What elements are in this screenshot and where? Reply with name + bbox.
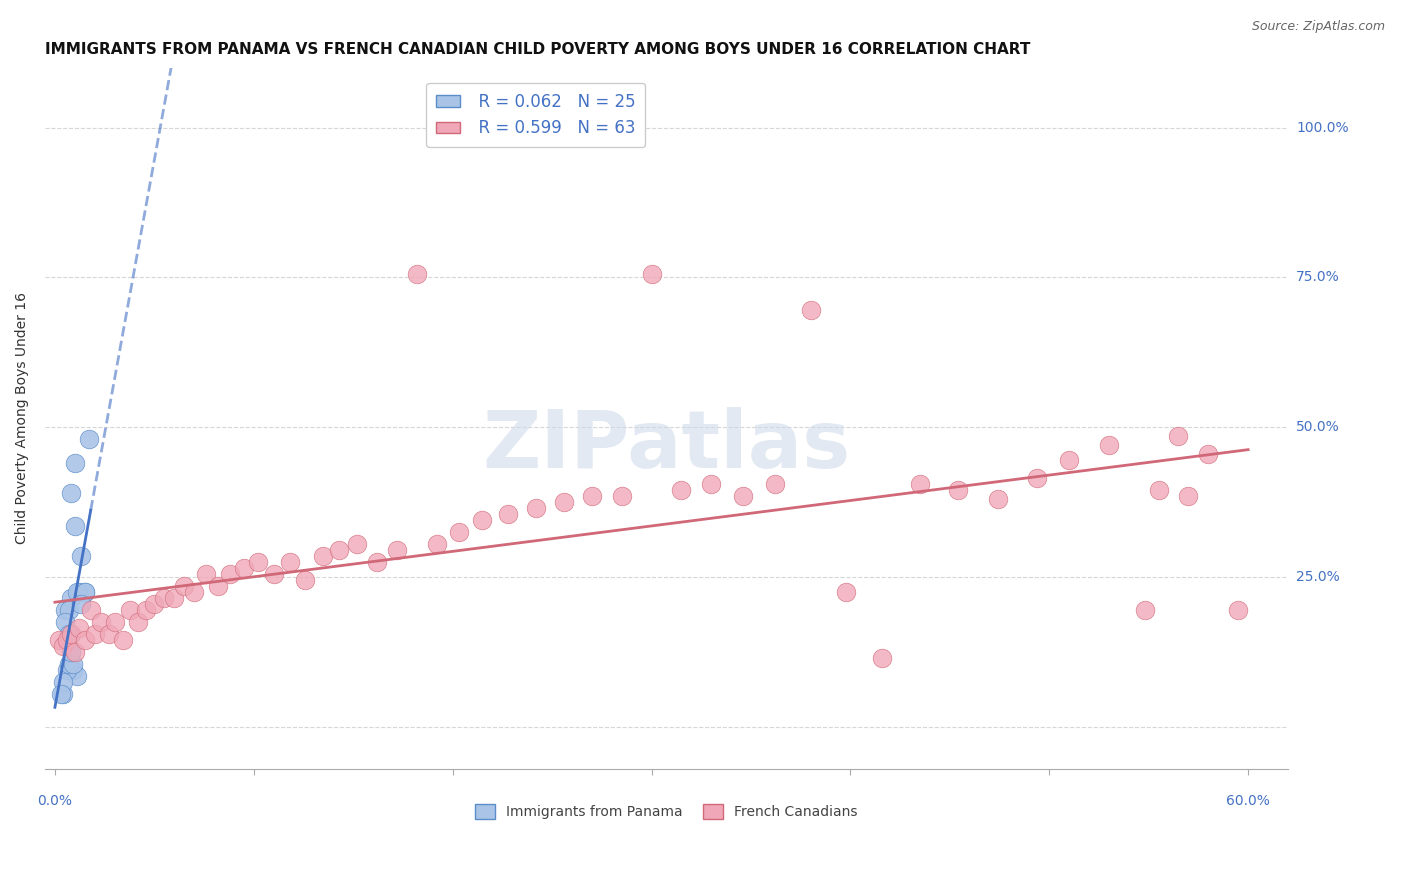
Point xyxy=(73,585,96,599)
Point xyxy=(73,632,96,647)
Text: 50.0%: 50.0% xyxy=(1296,420,1340,434)
Point xyxy=(173,579,195,593)
Point xyxy=(67,585,90,599)
Point xyxy=(120,603,142,617)
Point xyxy=(870,650,893,665)
Text: ZIPatlas: ZIPatlas xyxy=(482,407,851,485)
Point xyxy=(69,597,91,611)
Point xyxy=(73,585,96,599)
Point xyxy=(63,645,86,659)
Y-axis label: Child Poverty Among Boys Under 16: Child Poverty Among Boys Under 16 xyxy=(15,292,30,544)
Point xyxy=(426,537,449,551)
Point xyxy=(63,456,86,470)
Point xyxy=(524,501,547,516)
Point xyxy=(135,603,157,617)
Point xyxy=(67,621,90,635)
Point xyxy=(103,615,125,629)
Point xyxy=(66,669,89,683)
Point xyxy=(80,603,103,617)
Point xyxy=(90,615,112,629)
Point xyxy=(232,561,254,575)
Point xyxy=(183,585,205,599)
Point xyxy=(986,491,1008,506)
Point xyxy=(328,543,350,558)
Text: 75.0%: 75.0% xyxy=(1296,270,1340,285)
Point xyxy=(581,489,603,503)
Point xyxy=(52,687,75,701)
Point xyxy=(385,543,408,558)
Point xyxy=(163,591,186,605)
Point xyxy=(127,615,149,629)
Point xyxy=(97,627,120,641)
Point xyxy=(58,627,80,641)
Point xyxy=(278,555,301,569)
Point xyxy=(835,585,858,599)
Point xyxy=(56,663,79,677)
Point xyxy=(59,645,82,659)
Point xyxy=(553,495,575,509)
Point xyxy=(69,549,91,563)
Point xyxy=(207,579,229,593)
Point xyxy=(153,591,176,605)
Point xyxy=(219,566,242,581)
Point xyxy=(312,549,335,563)
Point xyxy=(946,483,969,497)
Point xyxy=(1167,429,1189,443)
Point xyxy=(1197,447,1219,461)
Point xyxy=(49,687,72,701)
Text: IMMIGRANTS FROM PANAMA VS FRENCH CANADIAN CHILD POVERTY AMONG BOYS UNDER 16 CORR: IMMIGRANTS FROM PANAMA VS FRENCH CANADIA… xyxy=(45,42,1031,57)
Point xyxy=(66,585,89,599)
Point xyxy=(59,591,82,605)
Point xyxy=(1227,603,1250,617)
Point xyxy=(640,268,662,282)
Point xyxy=(671,483,693,497)
Text: 25.0%: 25.0% xyxy=(1296,570,1340,584)
Point xyxy=(63,519,86,533)
Point xyxy=(246,555,269,569)
Legend: Immigrants from Panama, French Canadians: Immigrants from Panama, French Canadians xyxy=(470,799,863,825)
Point xyxy=(53,615,76,629)
Point xyxy=(908,477,931,491)
Point xyxy=(263,566,285,581)
Point xyxy=(52,674,75,689)
Point xyxy=(48,632,70,647)
Point xyxy=(56,632,79,647)
Point xyxy=(83,627,105,641)
Point xyxy=(471,513,494,527)
Point xyxy=(700,477,723,491)
Point xyxy=(731,489,754,503)
Point xyxy=(111,632,134,647)
Point xyxy=(77,432,100,446)
Point xyxy=(498,507,520,521)
Point xyxy=(59,486,82,500)
Point xyxy=(59,627,82,641)
Point xyxy=(366,555,388,569)
Point xyxy=(1133,603,1156,617)
Point xyxy=(1098,438,1121,452)
Point xyxy=(58,657,80,671)
Point xyxy=(1026,471,1049,485)
Point xyxy=(52,639,75,653)
Point xyxy=(1147,483,1170,497)
Text: 0.0%: 0.0% xyxy=(38,794,73,807)
Point xyxy=(62,663,84,677)
Point xyxy=(1057,453,1080,467)
Point xyxy=(62,657,84,671)
Text: Source: ZipAtlas.com: Source: ZipAtlas.com xyxy=(1251,20,1385,33)
Text: 60.0%: 60.0% xyxy=(1226,794,1270,807)
Point xyxy=(53,603,76,617)
Point xyxy=(294,573,316,587)
Point xyxy=(195,566,218,581)
Point xyxy=(1177,489,1199,503)
Point xyxy=(610,489,633,503)
Point xyxy=(763,477,786,491)
Point xyxy=(346,537,368,551)
Point xyxy=(800,303,823,318)
Point xyxy=(143,597,166,611)
Point xyxy=(58,603,80,617)
Point xyxy=(59,627,82,641)
Point xyxy=(405,268,427,282)
Point xyxy=(447,524,470,539)
Text: 100.0%: 100.0% xyxy=(1296,120,1348,135)
